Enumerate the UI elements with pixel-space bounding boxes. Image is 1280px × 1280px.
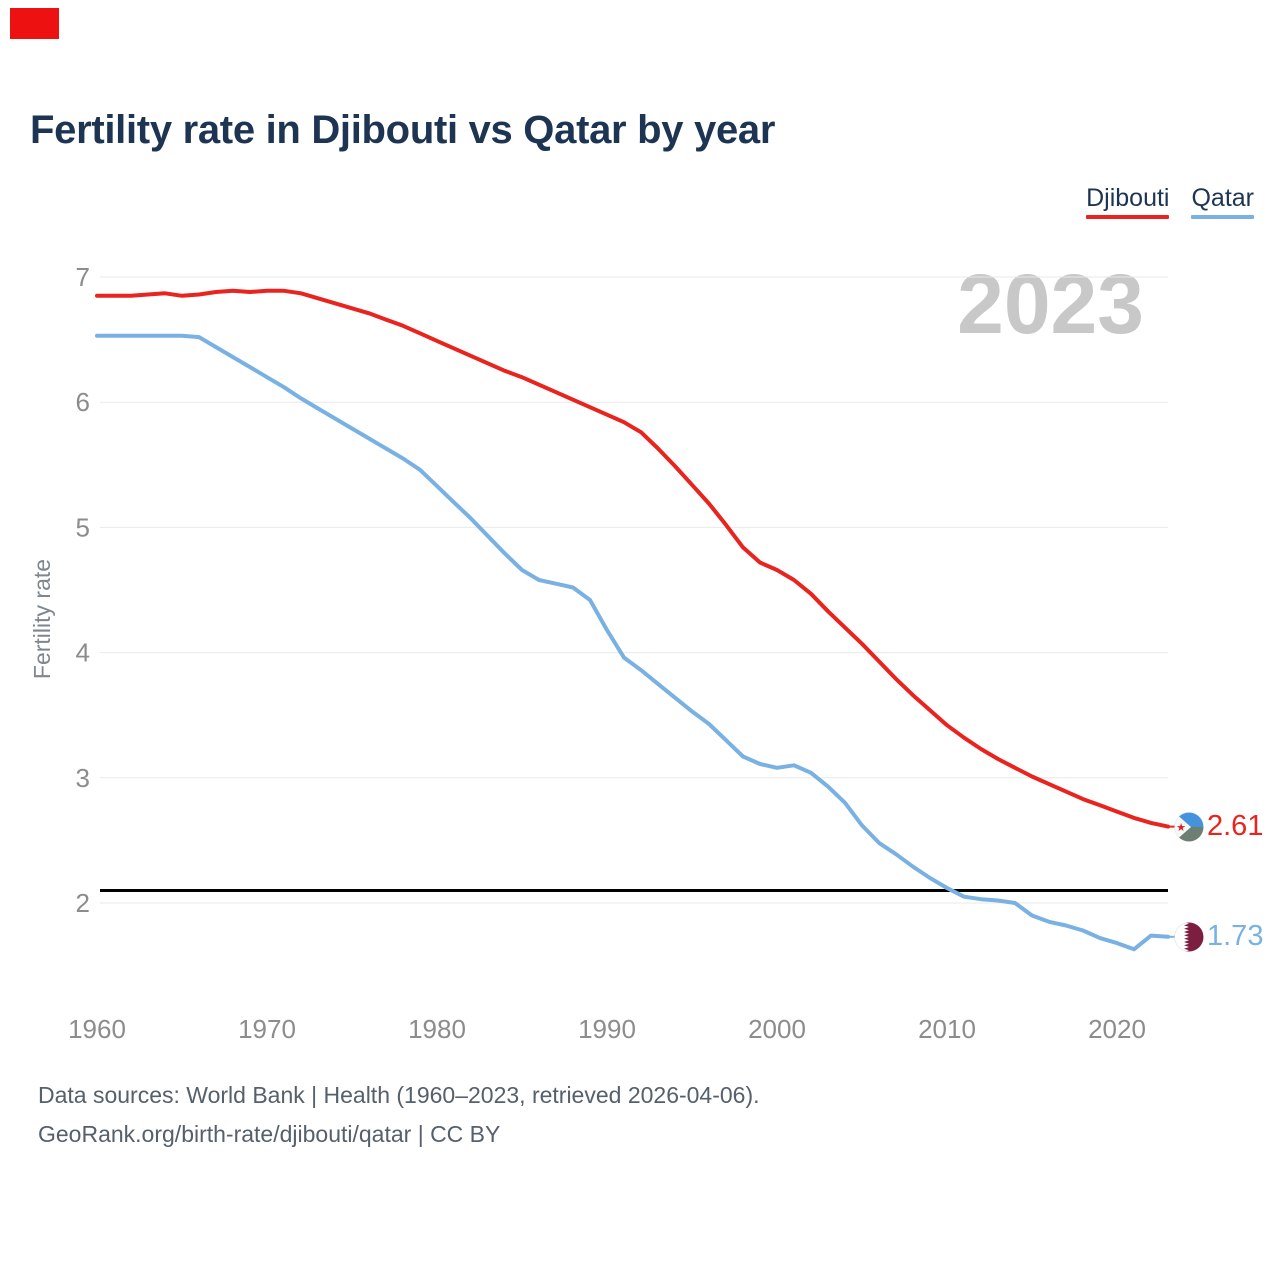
svg-text:2000: 2000	[748, 1014, 806, 1044]
legend-item-djibouti[interactable]: Djibouti	[1086, 184, 1170, 219]
page-title: Fertility rate in Djibouti vs Qatar by y…	[30, 108, 776, 152]
svg-text:1960: 1960	[68, 1014, 126, 1044]
qatar-flag-icon	[1174, 922, 1204, 952]
svg-text:1980: 1980	[408, 1014, 466, 1044]
legend-item-qatar[interactable]: Qatar	[1191, 184, 1254, 219]
svg-text:4: 4	[76, 638, 90, 668]
footer-line-1: Data sources: World Bank | Health (1960–…	[38, 1082, 760, 1108]
svg-text:2010: 2010	[918, 1014, 976, 1044]
legend-underline-djibouti	[1086, 215, 1170, 219]
svg-text:3: 3	[76, 763, 90, 793]
legend-underline-qatar	[1191, 215, 1254, 219]
red-corner-artifact	[10, 8, 59, 39]
legend-label-djibouti: Djibouti	[1086, 184, 1170, 212]
djibouti-end-value: 2.61	[1207, 810, 1264, 843]
djibouti-flag-icon: ★	[1174, 812, 1204, 842]
legend: Djibouti Qatar	[1086, 184, 1254, 219]
qatar-end-value: 1.73	[1207, 920, 1264, 953]
y-axis-title: Fertility rate	[29, 558, 55, 680]
svg-text:1990: 1990	[578, 1014, 636, 1044]
svg-text:6: 6	[76, 387, 90, 417]
svg-text:2020: 2020	[1088, 1014, 1146, 1044]
svg-text:★: ★	[1176, 821, 1186, 834]
svg-text:2: 2	[76, 888, 90, 918]
footer-line-2: GeoRank.org/birth-rate/djibouti/qatar | …	[38, 1121, 501, 1147]
legend-label-qatar: Qatar	[1191, 184, 1254, 212]
footer-attribution: Data sources: World Bank | Health (1960–…	[38, 1076, 760, 1154]
watermark-year: 2023	[957, 257, 1144, 351]
svg-text:1970: 1970	[238, 1014, 296, 1044]
svg-text:5: 5	[76, 512, 90, 542]
svg-text:7: 7	[76, 262, 90, 292]
qatar-end-label: 1.73	[1174, 921, 1263, 952]
djibouti-end-label: ★ 2.61	[1174, 811, 1263, 842]
